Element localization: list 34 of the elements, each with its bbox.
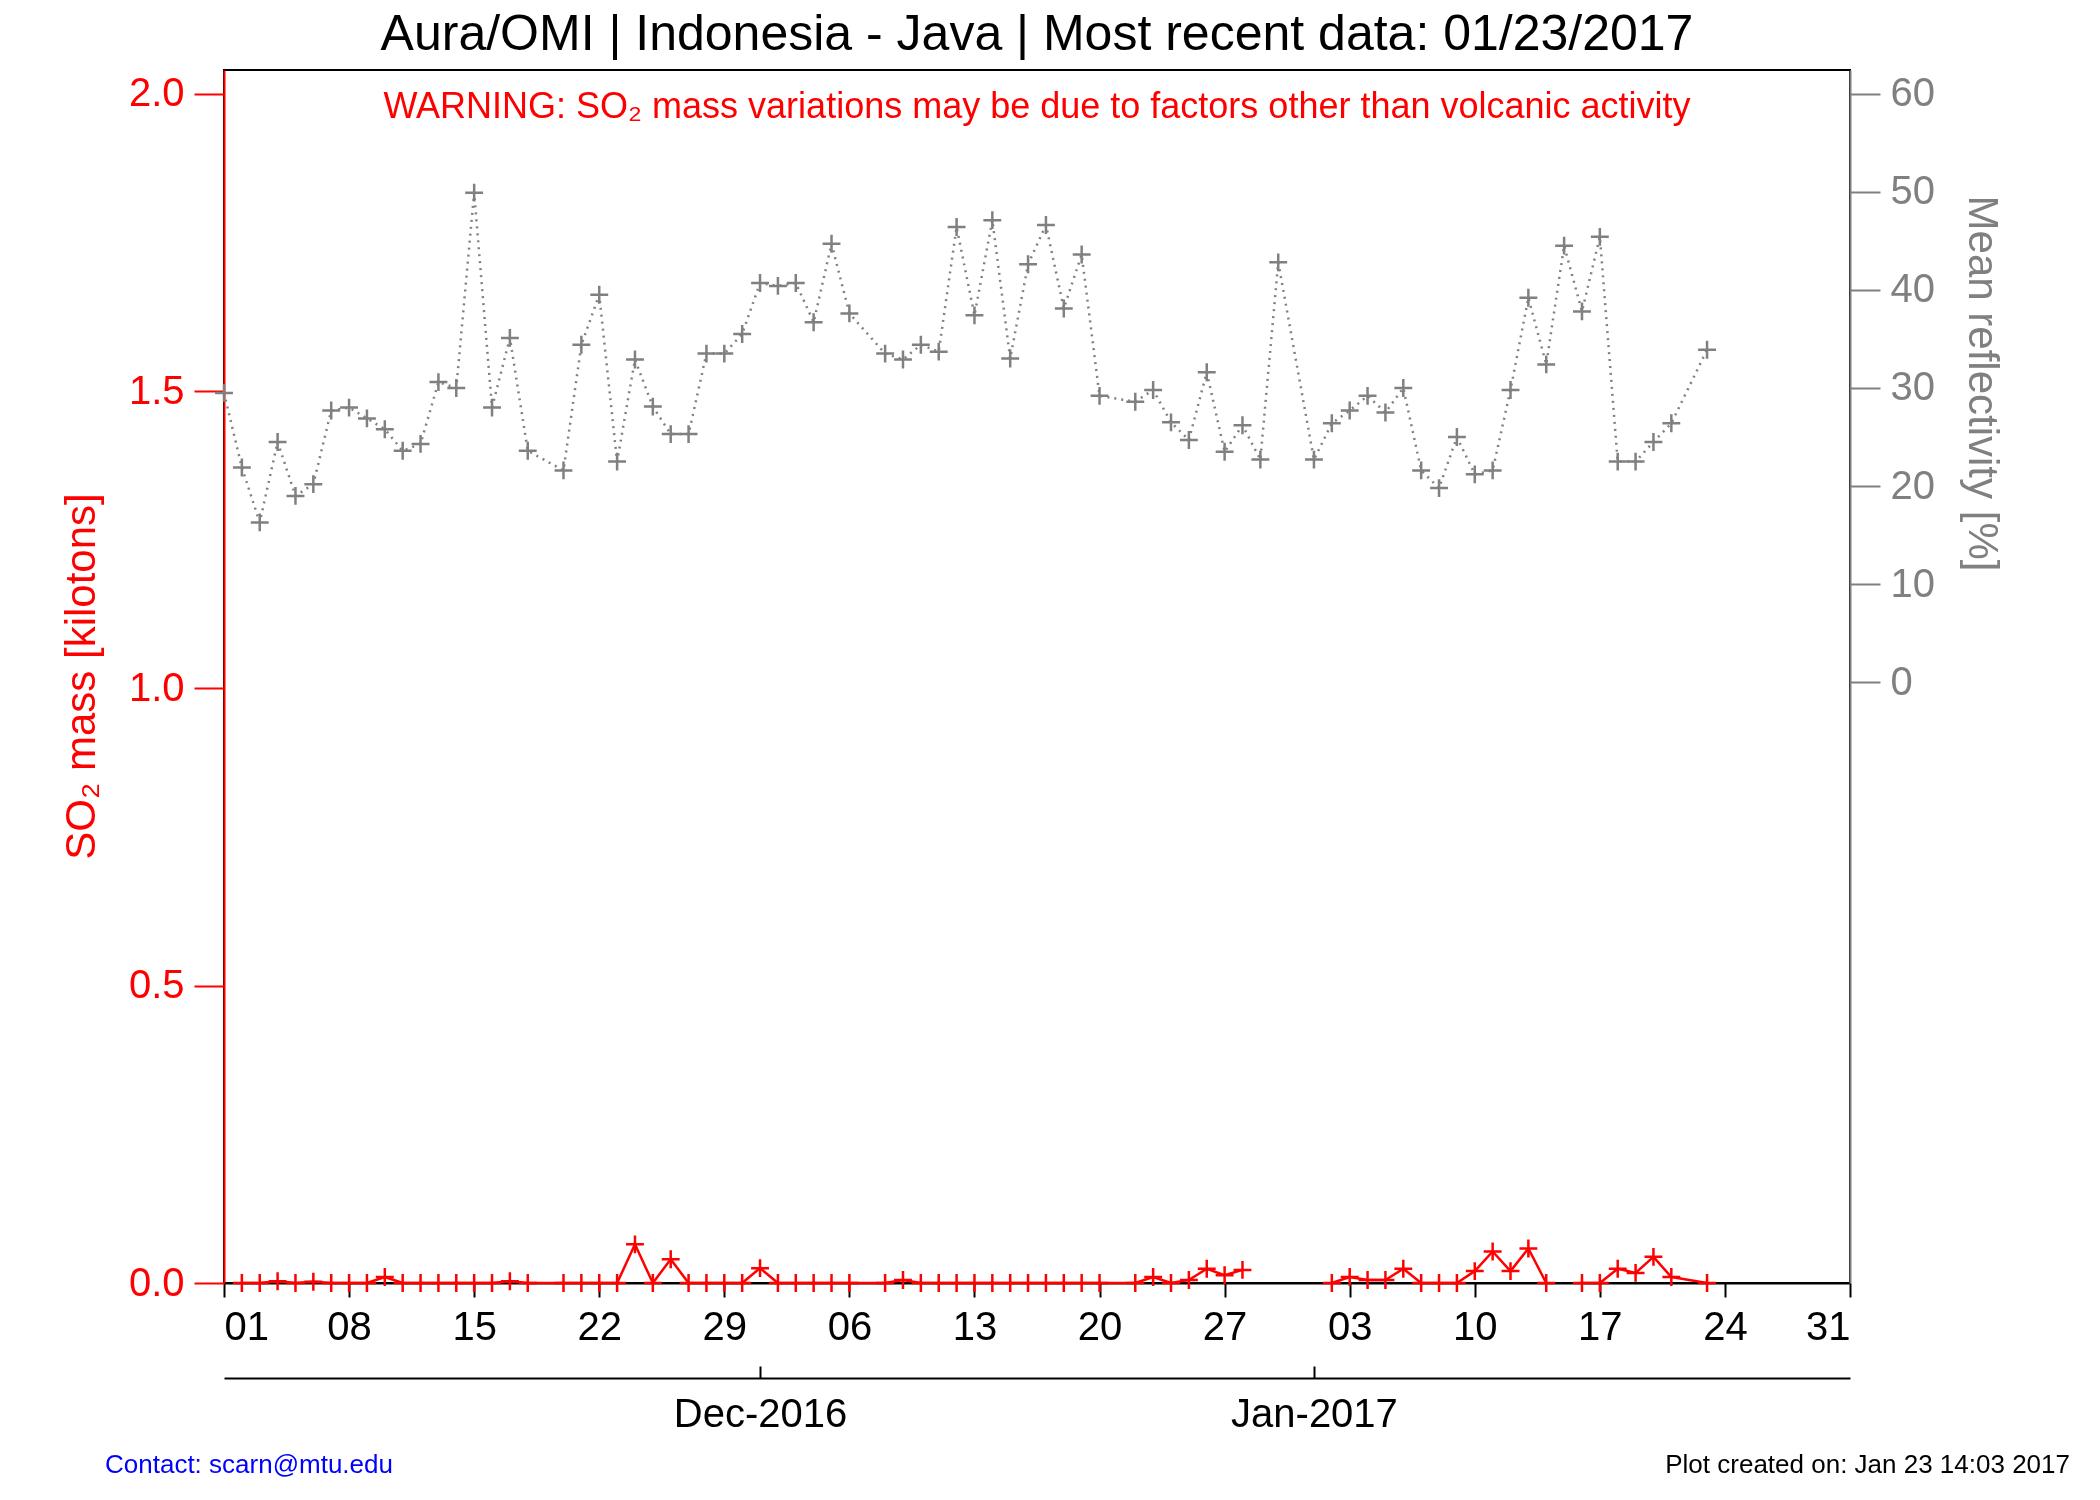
y-tick-label: 0.0: [128, 1259, 185, 1304]
y-tick-label: 0.5: [128, 962, 185, 1007]
x-tick-label: 31: [1806, 1303, 1851, 1348]
x-tick-label: 20: [1077, 1303, 1123, 1348]
y2-axis-title: Mean reflectivity [%]: [1959, 195, 2007, 572]
x-tick-label: 10: [1453, 1303, 1498, 1348]
x-tick-label: 24: [1703, 1303, 1748, 1348]
x2-tick-label: Dec-2016: [673, 1390, 848, 1435]
x-tick-label: 06: [827, 1303, 873, 1348]
y2-tick-label: 20: [1890, 462, 1935, 507]
x-tick-label: 08: [327, 1303, 372, 1348]
text: Plot created on: Jan 23 14:03 2017: [1665, 1449, 2070, 1480]
x-tick-label: 27: [1202, 1303, 1248, 1348]
x-tick-label: 22: [577, 1303, 622, 1348]
y-axis-title: SO₂ mass [kilotons]: [56, 493, 104, 860]
y2-tick-label: 30: [1890, 364, 1935, 409]
y2-tick-label: 50: [1890, 168, 1935, 213]
x-tick-label: 29: [702, 1303, 748, 1348]
y2-tick-label: 40: [1890, 266, 1935, 311]
y2-tick-label: 60: [1890, 70, 1935, 115]
x-tick-label: 15: [452, 1303, 497, 1348]
text: Contact: scarn@mtu.edu: [105, 1449, 393, 1480]
y-tick-label: 1.5: [128, 367, 185, 412]
chart-title: Aura/OMI | Indonesia - Java | Most recent data: 01/23/2017: [380, 5, 1694, 61]
x-tick-label: 01: [224, 1303, 269, 1348]
annotation: WARNING: SO₂ mass variations may be due to factors other than volcanic activity: [383, 85, 1691, 126]
x2-tick-label: Jan-2017: [1231, 1390, 1398, 1435]
y-tick-label: 2.0: [128, 70, 185, 115]
y2-tick-label: 0: [1890, 658, 1913, 703]
x-tick-label: 13: [952, 1303, 998, 1348]
y-tick-label: 1.0: [128, 664, 185, 709]
x-tick-label: 03: [1327, 1303, 1373, 1348]
x-tick-label: 17: [1578, 1303, 1623, 1348]
y2-tick-label: 10: [1890, 560, 1935, 605]
